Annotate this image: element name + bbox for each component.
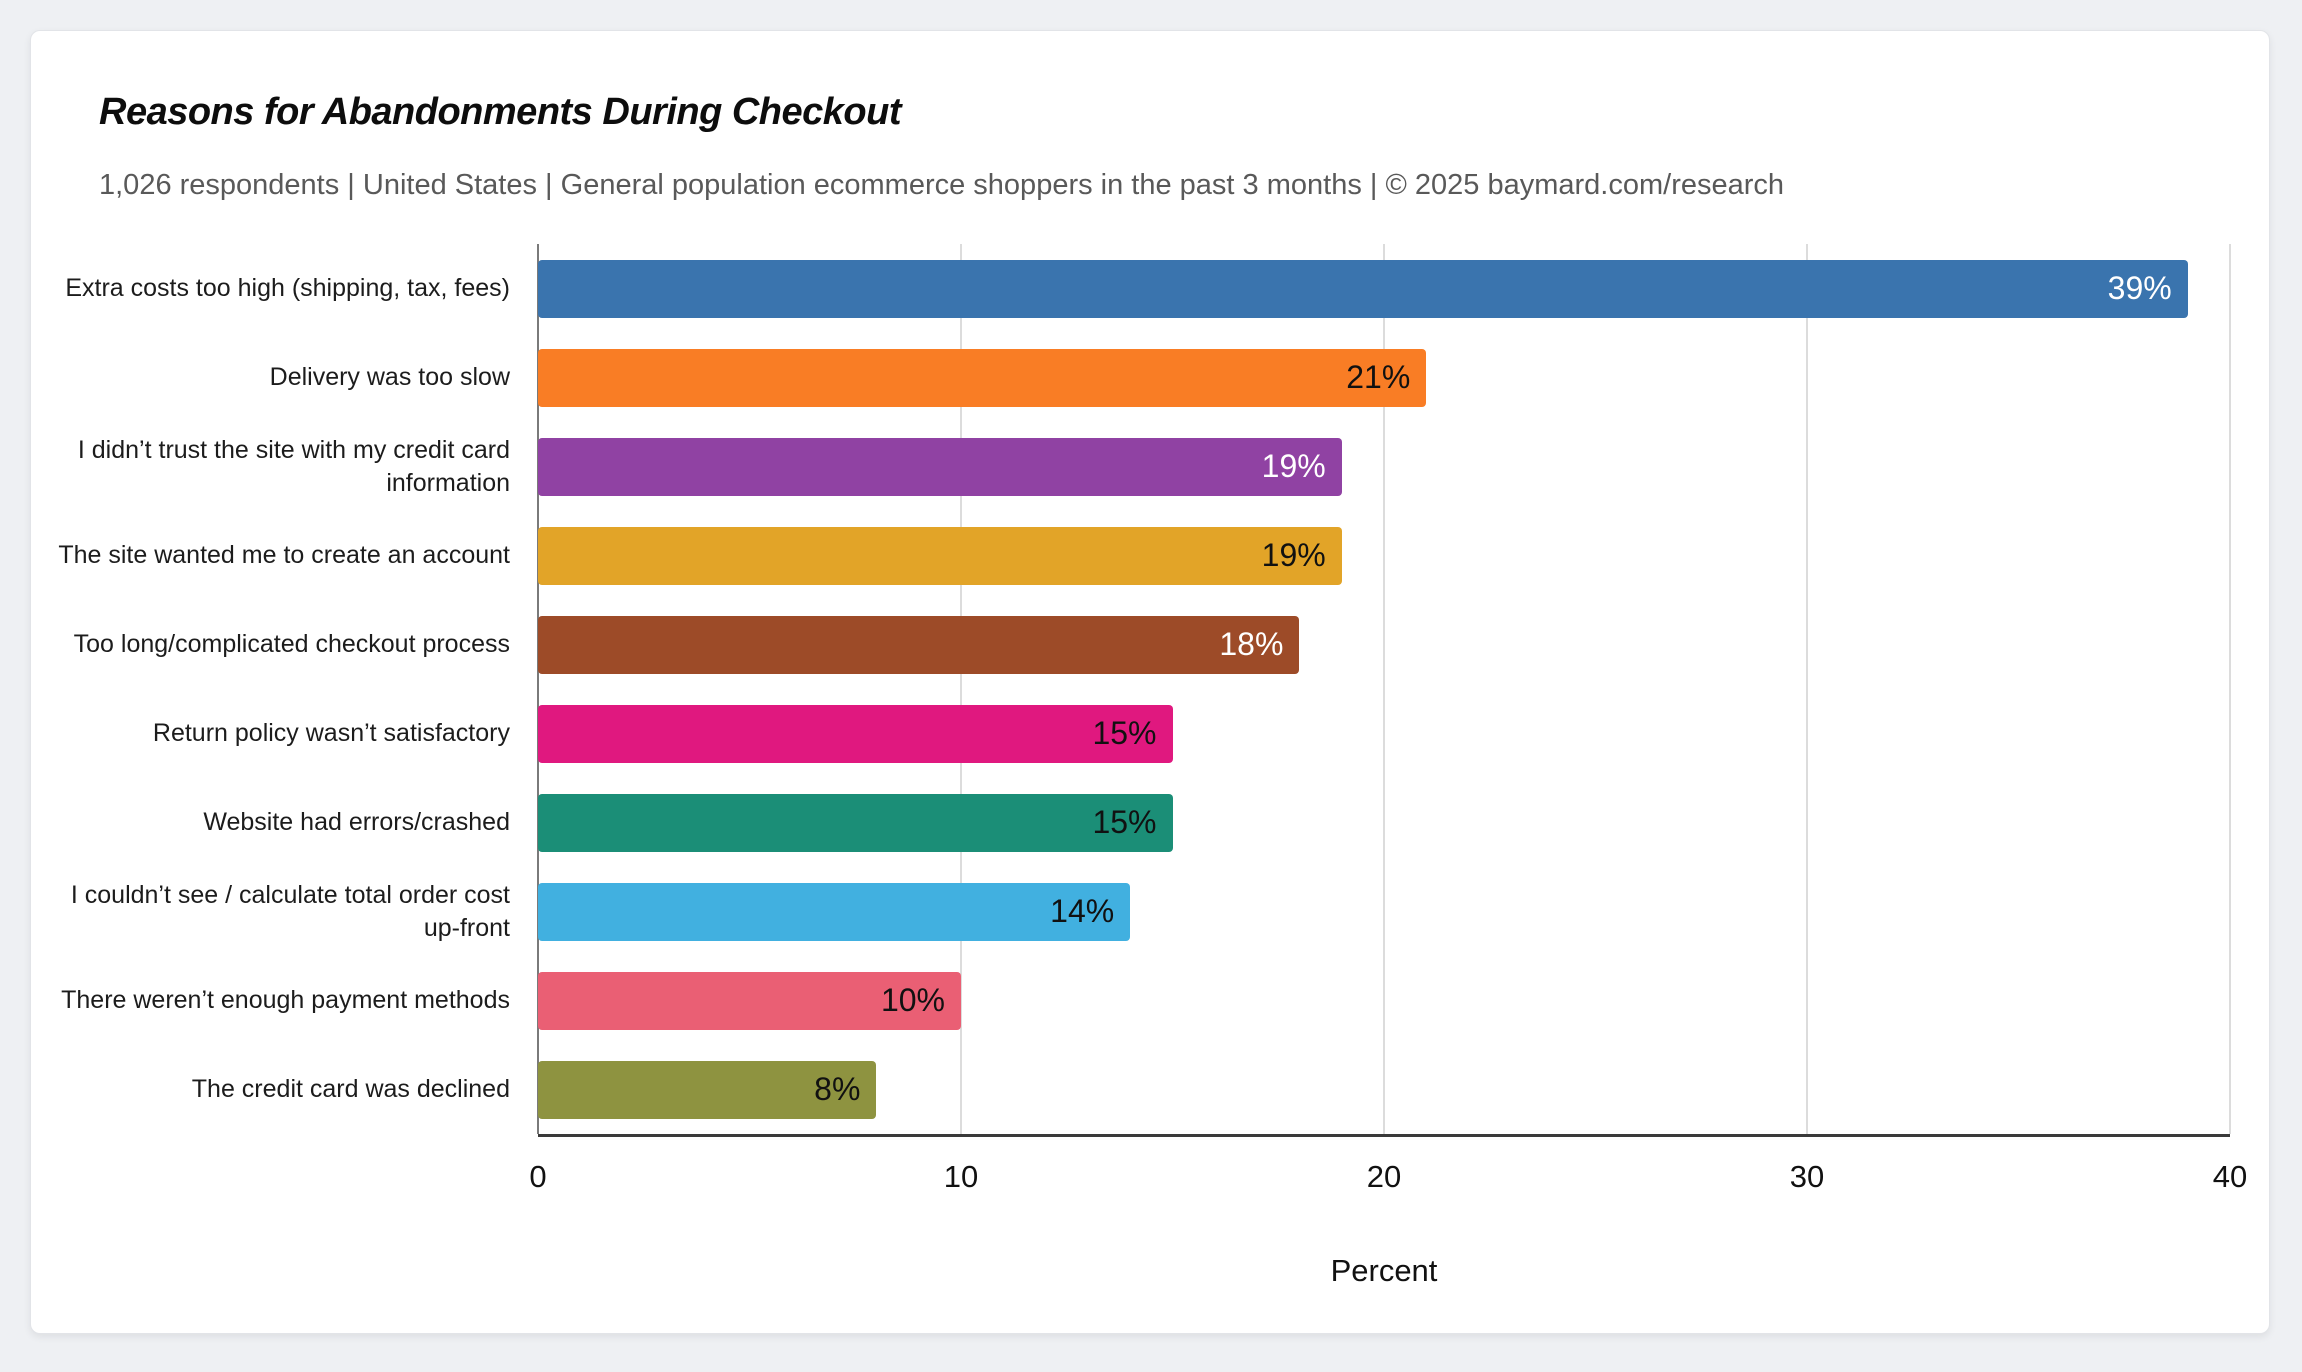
category-label: There weren’t enough payment methods [61, 986, 510, 1014]
chart-subtitle: 1,026 respondents | United States | Gene… [99, 169, 1785, 201]
gridline [960, 244, 962, 1134]
bar-row: Website had errors/crashed 15% [31, 778, 2230, 867]
x-axis-label: Percent [1330, 1253, 1438, 1288]
gridline [1806, 244, 1808, 1134]
bar-value-label: 19% [1261, 537, 1326, 573]
bar-row: The site wanted me to create an account 1… [31, 511, 2230, 600]
bar-track: 19% [538, 422, 2230, 511]
bar-row: Extra costs too high (shipping, tax, fee… [31, 244, 2230, 333]
bar-value-label: 21% [1346, 359, 1411, 395]
bar-value-label: 18% [1219, 626, 1284, 662]
chart-card: Reasons for Abandonments During Checkout… [30, 30, 2270, 1334]
x-tick-label: 40 [2212, 1159, 2248, 1194]
bar-row: The credit card was declined 8% [31, 1045, 2230, 1134]
bar-track: 8% [538, 1045, 2230, 1134]
y-axis-line [537, 244, 539, 1134]
bar-track: 14% [538, 867, 2230, 956]
bar-value-label: 19% [1261, 448, 1326, 484]
category-label: Website had errors/crashed [203, 808, 510, 836]
category-label: Return policy wasn’t satisfactory [152, 719, 510, 747]
x-axis-ticks: 0 10 20 30 40 [529, 1159, 2247, 1199]
bar: 15% [538, 793, 1173, 852]
category-label: The credit card was declined [191, 1075, 510, 1103]
bar-track: 39% [538, 244, 2230, 333]
bar-row: I couldn’t see / calculate total order c… [31, 867, 2230, 956]
bar: 10% [538, 971, 961, 1030]
bar: 19% [538, 526, 1342, 585]
bar-rows-container: Extra costs too high (shipping, tax, fee… [31, 244, 2230, 1134]
bar-track: 15% [538, 689, 2230, 778]
x-tick-label: 10 [943, 1159, 979, 1194]
category-label: Delivery was too slow [269, 363, 510, 391]
chart-title: Reasons for Abandonments During Checkout [99, 91, 902, 133]
bar-row: I didn’t trust the site with my credit c… [31, 422, 2230, 511]
bar-track: 15% [538, 778, 2230, 867]
x-tick-label: 0 [529, 1159, 547, 1194]
bar: 21% [538, 348, 1427, 407]
bar-value-label: 8% [814, 1071, 861, 1107]
category-label: I couldn’t see / calculate total order c… [70, 880, 510, 942]
bar-track: 18% [538, 600, 2230, 689]
bar-track: 21% [538, 333, 2230, 422]
bar-value-label: 15% [1092, 804, 1157, 840]
category-label: Too long/complicated checkout process [73, 630, 510, 658]
bar: 14% [538, 882, 1131, 941]
bar-track: 19% [538, 511, 2230, 600]
bar: 15% [538, 704, 1173, 763]
bar-row: Return policy wasn’t satisfactory 15% [31, 689, 2230, 778]
bar: 39% [538, 259, 2188, 318]
bar-value-label: 15% [1092, 715, 1157, 751]
bar: 8% [538, 1060, 877, 1119]
bar-value-label: 10% [880, 982, 945, 1018]
gridline [2229, 244, 2231, 1134]
category-label: Extra costs too high (shipping, tax, fee… [65, 274, 510, 302]
bar-row: There weren’t enough payment methods 10% [31, 956, 2230, 1045]
x-tick-label: 20 [1366, 1159, 1402, 1194]
category-label: I didn’t trust the site with my credit c… [77, 435, 510, 497]
bar: 19% [538, 437, 1342, 496]
bar-track: 10% [538, 956, 2230, 1045]
bar-value-label: 39% [2107, 270, 2172, 306]
category-label: The site wanted me to create an account [58, 541, 510, 569]
bar: 18% [538, 615, 1300, 674]
gridline [1383, 244, 1385, 1134]
x-tick-label: 30 [1789, 1159, 1825, 1194]
plot-area [537, 244, 2231, 1137]
bar-value-label: 14% [1050, 893, 1115, 929]
bar-row: Delivery was too slow 21% [31, 333, 2230, 422]
bar-row: Too long/complicated checkout process 18% [31, 600, 2230, 689]
